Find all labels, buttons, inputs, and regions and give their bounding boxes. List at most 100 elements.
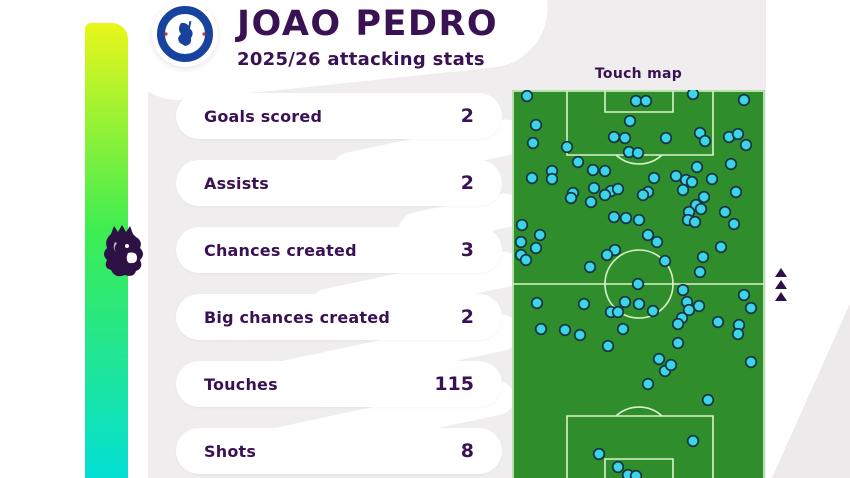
touch-dot: [729, 185, 743, 199]
arrow-up-icon: [775, 280, 787, 289]
stat-label: Chances created: [204, 240, 357, 260]
touch-dot: [650, 235, 664, 249]
touch-dot: [727, 217, 741, 231]
touch-dot: [692, 299, 706, 313]
touch-dot: [652, 352, 666, 366]
touch-dot: [619, 211, 633, 225]
touch-dot: [545, 172, 559, 186]
arrow-up-icon: [775, 292, 787, 301]
stat-row: Chances created 3: [176, 227, 502, 273]
stat-label: Assists: [204, 173, 270, 193]
touch-dot: [647, 171, 661, 185]
touch-dot: [731, 127, 745, 141]
touch-dot: [607, 130, 621, 144]
stat-row: Goals scored 2: [176, 93, 502, 139]
touch-dot: [641, 377, 655, 391]
touch-dot: [631, 146, 645, 160]
touch-dot: [690, 160, 704, 174]
touch-dot: [714, 240, 728, 254]
touch-dot: [600, 248, 614, 262]
touch-dot: [688, 215, 702, 229]
stat-row: Touches 115: [176, 361, 502, 407]
touch-dot: [533, 228, 547, 242]
touch-dot: [744, 355, 758, 369]
stat-row: Shots 8: [176, 428, 502, 474]
touch-dot: [676, 183, 690, 197]
touch-dot: [696, 250, 710, 264]
touch-dot: [586, 163, 600, 177]
touch-dot: [682, 303, 696, 317]
touch-map-pitch: [512, 90, 765, 478]
touch-dots: [514, 90, 758, 478]
touch-dot: [564, 191, 578, 205]
touch-dot: [697, 190, 711, 204]
touch-dot: [601, 339, 615, 353]
arrow-up-icon: [775, 268, 787, 277]
touch-dot: [659, 131, 673, 145]
touch-dot: [573, 328, 587, 342]
touch-dot: [598, 188, 612, 202]
touch-dot: [520, 90, 534, 103]
touch-dot: [658, 254, 672, 268]
touch-dot: [701, 393, 715, 407]
touch-dot: [641, 228, 655, 242]
touch-dot: [623, 114, 637, 128]
stat-label: Touches: [204, 374, 278, 394]
touch-dot: [694, 202, 708, 216]
touch-dot: [737, 288, 751, 302]
stat-row: Big chances created 2: [176, 294, 502, 340]
touch-map-title: Touch map: [594, 66, 683, 82]
touch-dot: [577, 297, 591, 311]
touch-dot: [629, 94, 643, 108]
touch-dot: [571, 155, 585, 169]
touch-dot: [618, 295, 632, 309]
touch-dot: [632, 213, 646, 227]
touch-dot: [526, 136, 540, 150]
touch-dot: [686, 90, 700, 101]
touch-dot: [718, 205, 732, 219]
touch-dot: [525, 171, 539, 185]
touch-dot: [529, 118, 543, 132]
stat-label: Goals scored: [204, 106, 323, 126]
touch-dot: [583, 260, 597, 274]
touch-dot: [739, 138, 753, 152]
stat-value: 3: [460, 239, 474, 261]
touch-dot: [669, 169, 683, 183]
touch-dot: [636, 188, 650, 202]
touch-dot: [664, 358, 678, 372]
touch-dot: [676, 283, 690, 297]
touch-dot: [592, 447, 606, 461]
chelsea-club-badge-icon: [152, 1, 218, 67]
stats-list: Goals scored 2 Assists 2 Chances created 3 Big…: [176, 93, 502, 478]
touch-dot: [529, 241, 543, 255]
header: JOAO PEDRO 2025/26 attacking stats: [237, 6, 498, 70]
stat-value: 2: [460, 105, 474, 127]
touch-dot: [515, 218, 529, 232]
touch-dot: [618, 131, 632, 145]
touch-dot: [584, 195, 598, 209]
stat-label: Big chances created: [204, 307, 390, 327]
touch-dot: [530, 296, 544, 310]
touch-dot: [711, 315, 725, 329]
touch-dot: [514, 235, 528, 249]
touch-dot: [598, 164, 612, 178]
touch-dot: [587, 181, 601, 195]
touch-dot: [685, 175, 699, 189]
stat-value: 2: [460, 306, 474, 328]
touch-dot: [607, 210, 621, 224]
touch-dot: [631, 277, 645, 291]
touch-dot: [671, 336, 685, 350]
touch-dot: [632, 297, 646, 311]
touch-dot: [629, 469, 643, 478]
stat-value: 2: [460, 172, 474, 194]
touch-dot: [558, 323, 572, 337]
attack-direction-arrows: [775, 268, 787, 301]
touch-dot: [560, 140, 574, 154]
touch-dot: [731, 327, 745, 341]
touch-dot: [671, 317, 685, 331]
touch-dot: [705, 172, 719, 186]
stat-value: 115: [434, 373, 474, 395]
touch-dot: [611, 182, 625, 196]
touch-dot: [616, 322, 630, 336]
stat-label: Shots: [204, 441, 257, 461]
